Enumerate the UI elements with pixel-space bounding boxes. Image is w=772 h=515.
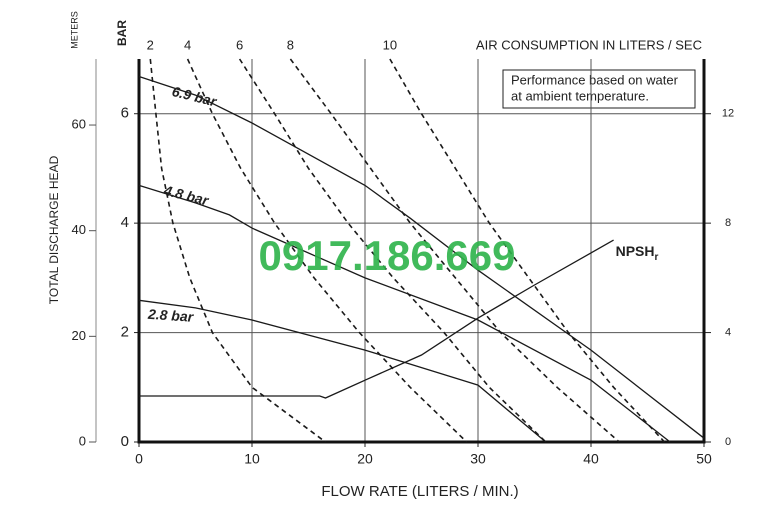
air-consumption-curve xyxy=(289,58,620,443)
air-consumption-label: 2 xyxy=(147,37,154,52)
meters-tick-label: 0 xyxy=(79,433,86,448)
meters-tick-label: 40 xyxy=(72,222,86,237)
performance-curve xyxy=(138,184,671,443)
air-consumption-label: 8 xyxy=(287,37,294,52)
air-consumption-curve xyxy=(389,58,666,443)
performance-curve xyxy=(138,75,705,439)
air-consumption-label: 6 xyxy=(236,37,243,52)
x-tick-label: 0 xyxy=(135,451,143,467)
y2-tick-label: 0 xyxy=(725,436,731,448)
air-consumption-curve xyxy=(238,58,547,443)
y-tick-label: 2 xyxy=(121,324,129,341)
watermark: 0917.186.669 xyxy=(259,232,516,279)
x-tick-label: 50 xyxy=(696,451,712,467)
y-axis-title: TOTAL DISCHARGE HEAD xyxy=(47,155,61,304)
air-consumption-label: 4 xyxy=(184,37,191,52)
top-axis-title: AIR CONSUMPTION IN LITERS / SEC xyxy=(476,37,702,52)
note-box xyxy=(502,69,696,109)
y2-tick-label: 12 xyxy=(722,108,734,120)
note-line: at ambient temperature. xyxy=(511,88,649,103)
pressure-label: 6.9 bar xyxy=(170,83,219,110)
meters-tick-label: 60 xyxy=(72,116,86,131)
air-consumption-curve xyxy=(149,58,326,443)
y-tick-label: 4 xyxy=(121,214,129,231)
bar-axis-title: BAR xyxy=(115,20,129,46)
y-tick-label: 6 xyxy=(121,105,129,122)
x-tick-label: 10 xyxy=(244,451,260,467)
npsh-label: NPSHr xyxy=(616,243,659,263)
y2-tick-label: 8 xyxy=(725,217,731,229)
performance-curve xyxy=(138,299,547,443)
performance-curve xyxy=(139,239,614,399)
npsh-label-sub: r xyxy=(655,252,659,263)
air-consumption-label: 10 xyxy=(383,37,397,52)
x-tick-label: 20 xyxy=(357,451,373,467)
y-tick-label: 0 xyxy=(121,433,129,450)
air-consumption-curve xyxy=(186,58,468,443)
meters-axis-title: METERS xyxy=(69,11,79,49)
pressure-label: 2.8 bar xyxy=(147,306,196,325)
x-tick-label: 30 xyxy=(470,451,486,467)
x-axis-title: FLOW RATE (LITERS / MIN.) xyxy=(321,483,518,500)
npsh-label-main: NPSH xyxy=(616,243,655,259)
note-line: Performance based on water xyxy=(511,72,679,87)
plot-frame xyxy=(137,59,706,444)
y2-tick-label: 4 xyxy=(725,326,731,338)
x-tick-label: 40 xyxy=(583,451,599,467)
meters-tick-label: 20 xyxy=(72,328,86,343)
